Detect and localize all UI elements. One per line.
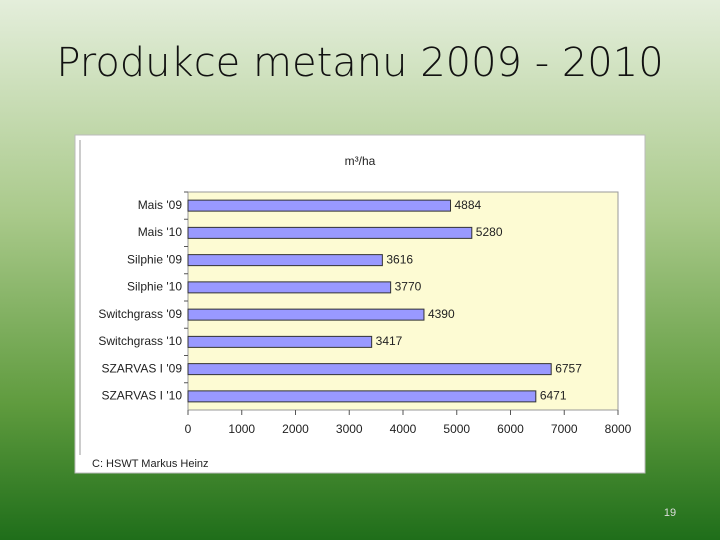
value-label: 6757: [555, 361, 582, 375]
page-number: 19: [663, 507, 677, 519]
x-tick-label: 4000: [390, 422, 417, 436]
value-label: 3770: [395, 280, 422, 294]
y-tick-label: Silphie '09: [127, 252, 182, 266]
bar: [187, 335, 373, 348]
x-tick-label: 6000: [497, 422, 524, 436]
value-label: 5280: [476, 225, 503, 239]
x-tick-label: 0: [185, 422, 192, 436]
bar: [187, 390, 537, 403]
plot-area: [187, 191, 619, 411]
value-label: 4884: [455, 198, 482, 212]
x-tick-label: 1000: [228, 422, 255, 436]
y-tick-label: Switchgrass '10: [98, 334, 182, 348]
bar: [187, 254, 383, 267]
bar: [187, 199, 452, 212]
x-tick-label: 2000: [282, 422, 309, 436]
bar: [187, 226, 473, 239]
axis-label: m³/ha: [345, 154, 376, 168]
bar: [187, 363, 552, 376]
x-tick-label: 5000: [443, 422, 470, 436]
source: C: HSWT Markus Heinz: [92, 458, 209, 470]
value-label: 3417: [376, 334, 403, 348]
y-tick-label: Switchgrass '09: [98, 307, 182, 321]
y-tick-label: Mais '10: [138, 225, 183, 239]
value-label: 3616: [386, 252, 413, 266]
bar: [187, 308, 425, 321]
x-tick-label: 3000: [336, 422, 363, 436]
y-tick-label: SZARVAS I '09: [101, 361, 182, 375]
x-tick-label: 8000: [605, 422, 632, 436]
y-tick-label: Silphie '10: [127, 280, 182, 294]
value-label: 4390: [428, 307, 455, 321]
y-tick-label: Mais '09: [138, 198, 183, 212]
value-label: 6471: [540, 389, 567, 403]
y-tick-label: SZARVAS I '10: [101, 389, 182, 403]
slide-title: Produkce metanu 2009 - 2010: [56, 40, 664, 86]
x-tick-label: 7000: [551, 422, 578, 436]
bar: [187, 281, 392, 294]
